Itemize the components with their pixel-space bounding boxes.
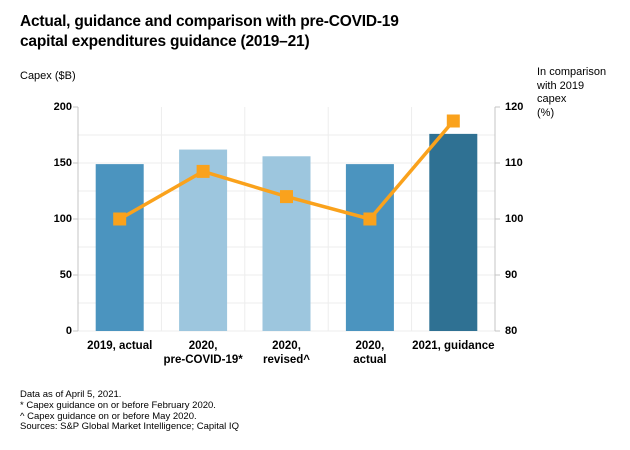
chart-title: Actual, guidance and comparison with pre…	[20, 13, 399, 50]
left-axis-tick-label: 200	[53, 100, 72, 113]
line-marker-0	[113, 212, 127, 226]
bar-2	[262, 156, 311, 331]
line-marker-4	[446, 114, 460, 128]
right-axis-header: In comparison with 2019 capex (%)	[537, 66, 607, 119]
x-axis-category-label: 2021, guidance	[412, 340, 495, 352]
x-axis-category-label: 2020, pre-COVID-19*	[163, 340, 243, 366]
right-axis-tick-label: 110	[505, 156, 523, 169]
line-marker-2	[280, 190, 293, 204]
line-marker-3	[363, 212, 377, 226]
x-axis-category-label: 2020, actual	[353, 340, 387, 366]
right-axis-tick-label: 100	[505, 212, 524, 225]
right-axis-tick-label: 80	[505, 324, 518, 337]
left-axis-tick-label: 150	[53, 156, 72, 169]
right-axis-tick-label: 120	[505, 100, 524, 113]
line-marker-1	[196, 164, 210, 178]
left-axis-header: Capex ($B)	[20, 70, 76, 82]
x-axis-category-label: 2020, revised^	[263, 340, 310, 366]
bar-4	[429, 133, 478, 331]
left-axis-tick-label: 100	[53, 212, 72, 225]
x-axis-category-label: 2019, actual	[87, 340, 153, 352]
footnotes: Data as of April 5, 2021. * Capex guidan…	[20, 389, 239, 433]
bar-3	[345, 164, 394, 331]
right-axis-tick-label: 90	[505, 268, 518, 281]
bar-0	[95, 164, 144, 331]
left-axis-tick-label: 0	[65, 324, 72, 337]
left-axis-tick-label: 50	[59, 268, 72, 281]
